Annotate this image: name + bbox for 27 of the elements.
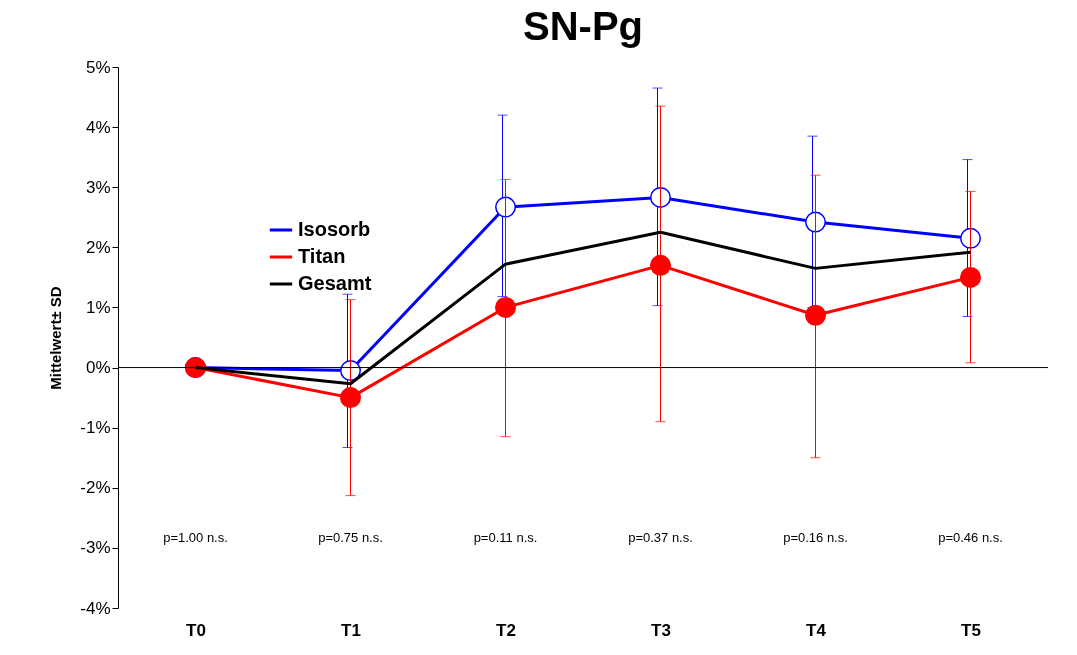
x-tick-label: T0 — [186, 620, 206, 640]
chart-title: SN-Pg — [523, 4, 643, 48]
x-tick-label: T1 — [341, 620, 361, 640]
y-tick-label: -1% — [80, 418, 111, 438]
y-tick-label: -2% — [80, 478, 111, 498]
annotation: p=0.16 n.s. — [783, 529, 848, 545]
annotation: p=0.46 n.s. — [938, 529, 1003, 545]
legend-label: Gesamt — [298, 272, 372, 294]
annotation: p=0.75 n.s. — [318, 529, 383, 545]
annotation: p=0.37 n.s. — [628, 529, 693, 545]
y-tick-label: -4% — [80, 598, 111, 618]
y-tick-label: 5% — [85, 57, 111, 77]
y-tick-label: -3% — [80, 538, 111, 558]
annotation: p=0.11 n.s. — [473, 529, 538, 545]
y-tick-label: 1% — [85, 297, 111, 317]
y-axis-title: Mittelwert± SD — [47, 286, 65, 390]
legend-label: Titan — [298, 245, 346, 267]
x-tick-label: T4 — [806, 620, 827, 640]
legend-label: Isosorb — [298, 218, 371, 240]
y-tick-label: 4% — [85, 117, 111, 137]
x-tick-label: T2 — [496, 620, 516, 640]
annotation: p=1.00 n.s. — [163, 529, 228, 545]
y-tick-label: 2% — [85, 237, 111, 257]
y-tick-label: 0% — [85, 358, 111, 378]
x-tick-label: T5 — [961, 620, 981, 640]
x-tick-label: T3 — [651, 620, 671, 640]
y-tick-label: 3% — [85, 177, 111, 197]
